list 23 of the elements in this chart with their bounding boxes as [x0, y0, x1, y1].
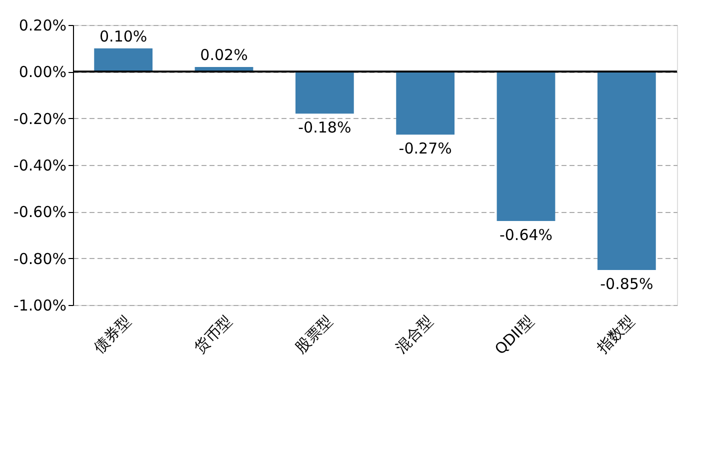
y-tick-label: -1.00% [13, 296, 66, 314]
bar [496, 72, 556, 221]
y-tick-label: -0.40% [13, 156, 66, 174]
bar [597, 72, 656, 270]
y-tick-label: 0.20% [18, 16, 66, 34]
data-label: -0.27% [398, 140, 452, 158]
y-tick-label: -0.20% [13, 110, 66, 128]
bar [396, 72, 455, 135]
data-label: -0.18% [298, 118, 352, 137]
data-label: -0.64% [499, 226, 553, 244]
x-tick-label: 股票型 [291, 312, 336, 357]
data-label: 0.02% [200, 46, 248, 64]
y-tick-label: 0.00% [18, 63, 66, 82]
bar [94, 48, 153, 72]
bar [295, 72, 354, 114]
x-tick-label: 指数型 [592, 312, 638, 358]
x-tick-label: 债券型 [90, 312, 135, 357]
x-tick-label: 货币型 [190, 312, 236, 357]
y-tick-label: -0.60% [13, 203, 66, 222]
y-tick-label: -0.80% [13, 250, 66, 268]
x-tick-label: 混合型 [392, 312, 437, 357]
data-label: -0.85% [600, 275, 654, 293]
data-label: 0.10% [100, 27, 148, 46]
